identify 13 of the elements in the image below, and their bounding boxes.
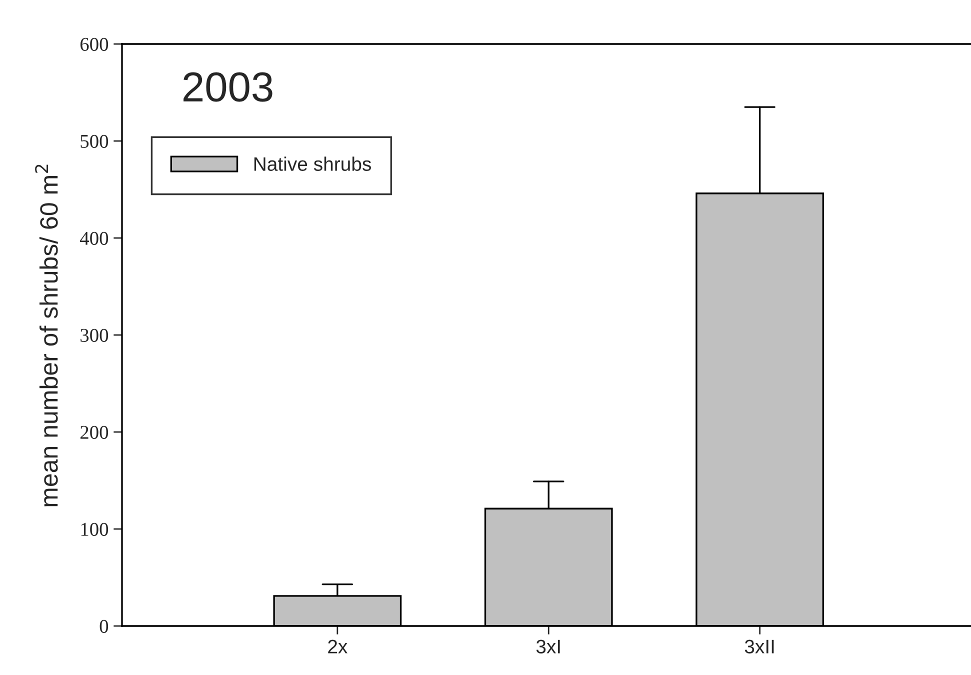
y-axis-title: mean number of shrubs/ 60 m$^{2}$ [35, 164, 58, 506]
legend-label: Native shrubs [254, 156, 372, 171]
y-tick-label: 0 [100, 620, 108, 633]
y-tick-label: 300 [80, 328, 108, 342]
x-tick-label: 3xI [536, 640, 560, 654]
x-tick-label: 2x [328, 640, 348, 654]
y-tick-label: 100 [81, 522, 108, 536]
x-tick-label: 3xII [744, 640, 774, 654]
y-tick-label: 600 [80, 38, 108, 51]
y-tick-label: 500 [80, 134, 108, 148]
y-tick-label: 200 [80, 426, 108, 439]
text: 2003 [184, 72, 272, 102]
y-tick-label: 400 [80, 232, 108, 245]
